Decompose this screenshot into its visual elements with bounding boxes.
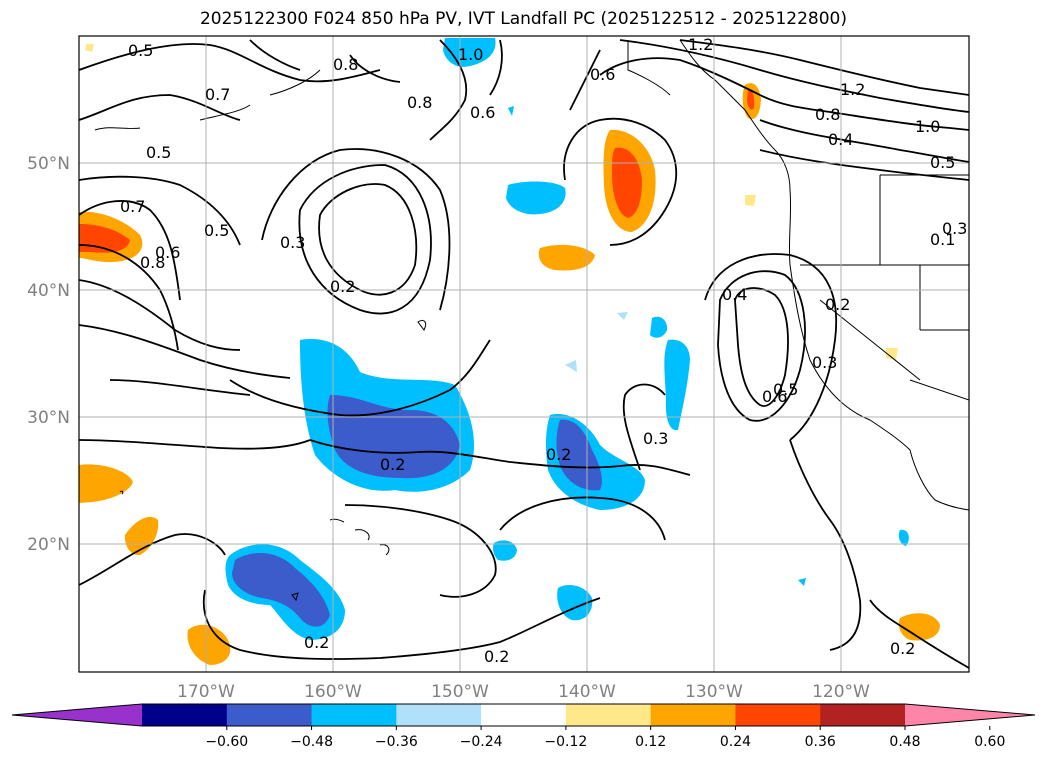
colorbar-segment (311, 704, 397, 726)
contour-label: 0.4 (828, 130, 853, 149)
contour-label: 0.3 (280, 233, 305, 252)
colorbar-segment (735, 704, 821, 726)
lon-label: 150°W (431, 682, 489, 702)
colorbar-tick-label: 0.60 (974, 734, 1005, 750)
contour-label: 0.8 (407, 93, 432, 112)
contour-label: 0.8 (333, 55, 358, 74)
lon-label: 160°W (304, 682, 362, 702)
contour-label: 0.5 (146, 143, 171, 162)
colorbar: −0.60 −0.48 −0.36 −0.24 −0.12 0.12 0.24 0.36 0.4… (11, 703, 1036, 750)
contour-label: 0.7 (120, 197, 145, 216)
map-title: 2025122300 F024 850 hPa PV, IVT Landfall… (199, 9, 847, 29)
contour-label: 0.6 (470, 103, 495, 122)
colorbar-tick-label: 0.12 (635, 734, 666, 750)
lat-label: 20°N (27, 535, 70, 555)
colorbar-tick-label: −0.60 (205, 734, 248, 750)
colorbar-segment (650, 704, 736, 726)
contour-label: 0.5 (773, 380, 798, 399)
contour-label: 0.2 (546, 445, 571, 464)
contour-label: 0.2 (330, 277, 355, 296)
longitude-labels: 170°W 160°W 150°W 140°W 130°W 120°W (177, 682, 870, 702)
map-frame (78, 35, 970, 673)
contour-label: 0.8 (815, 105, 840, 124)
contour-label: 0.2 (825, 295, 850, 314)
colorbar-tick-label: 0.24 (720, 734, 751, 750)
contour-label: 0.1 (930, 230, 955, 249)
contour-label: 0.2 (484, 647, 509, 666)
contour-label: 0.6 (590, 65, 615, 84)
contour-label: 0.6 (155, 243, 180, 262)
contour-label: 0.3 (942, 219, 967, 238)
lon-label: 130°W (685, 682, 743, 702)
contour-label: 1.2 (688, 35, 713, 54)
contour-label: 0.8 (140, 253, 165, 272)
contour-label: 0.3 (643, 429, 668, 448)
colorbar-extend-high (905, 704, 1035, 726)
contour-label: 0.2 (380, 455, 405, 474)
contour-label: 0.4 (722, 285, 747, 304)
colorbar-tick-label: 0.36 (805, 734, 836, 750)
contour-label: 1.0 (458, 45, 483, 64)
latitude-labels: 50°N 40°N 30°N 20°N (27, 154, 70, 555)
colorbar-segment (142, 704, 228, 726)
colorbar-segment (226, 704, 313, 726)
colorbar-extend-low (12, 704, 142, 726)
contour-label: 0.3 (812, 353, 837, 372)
contour-label: 0.2 (890, 639, 915, 658)
contour-label: 0.5 (204, 221, 229, 240)
contour-label: 0.5 (930, 153, 955, 172)
contour-label: 0.6 (762, 387, 787, 406)
contour-label-group: 0.5 0.8 1.0 1.2 0.7 0.5 0.8 0.6 0.6 1.2 … (120, 35, 967, 666)
negative-anomaly-regions (225, 38, 909, 640)
lon-label: 170°W (177, 682, 235, 702)
contour-label: 0.5 (128, 41, 153, 60)
colorbar-tick-label: 0.48 (889, 734, 920, 750)
colorbar-segment (820, 704, 906, 726)
colorbar-segment (481, 704, 567, 726)
lat-label: 50°N (27, 154, 70, 174)
lat-label: 30°N (27, 408, 70, 428)
gridlines (79, 36, 969, 672)
colorbar-tick-label: −0.48 (290, 734, 333, 750)
colorbar-tick-label: −0.12 (544, 734, 587, 750)
lon-label: 120°W (812, 682, 870, 702)
lat-label: 40°N (27, 281, 70, 301)
colorbar-segment (565, 704, 652, 726)
contour-label: 0.2 (304, 633, 329, 652)
contour-label: 1.2 (840, 80, 865, 99)
colorbar-segment (396, 704, 482, 726)
contour-label: 1.0 (915, 117, 940, 136)
contour-label: 0.7 (205, 85, 230, 104)
lon-label: 140°W (558, 682, 616, 702)
colorbar-outline (11, 703, 1036, 727)
colorbar-tick-label: −0.24 (460, 734, 503, 750)
colorbar-tick-label: −0.36 (375, 734, 418, 750)
coastlines (94, 39, 969, 602)
